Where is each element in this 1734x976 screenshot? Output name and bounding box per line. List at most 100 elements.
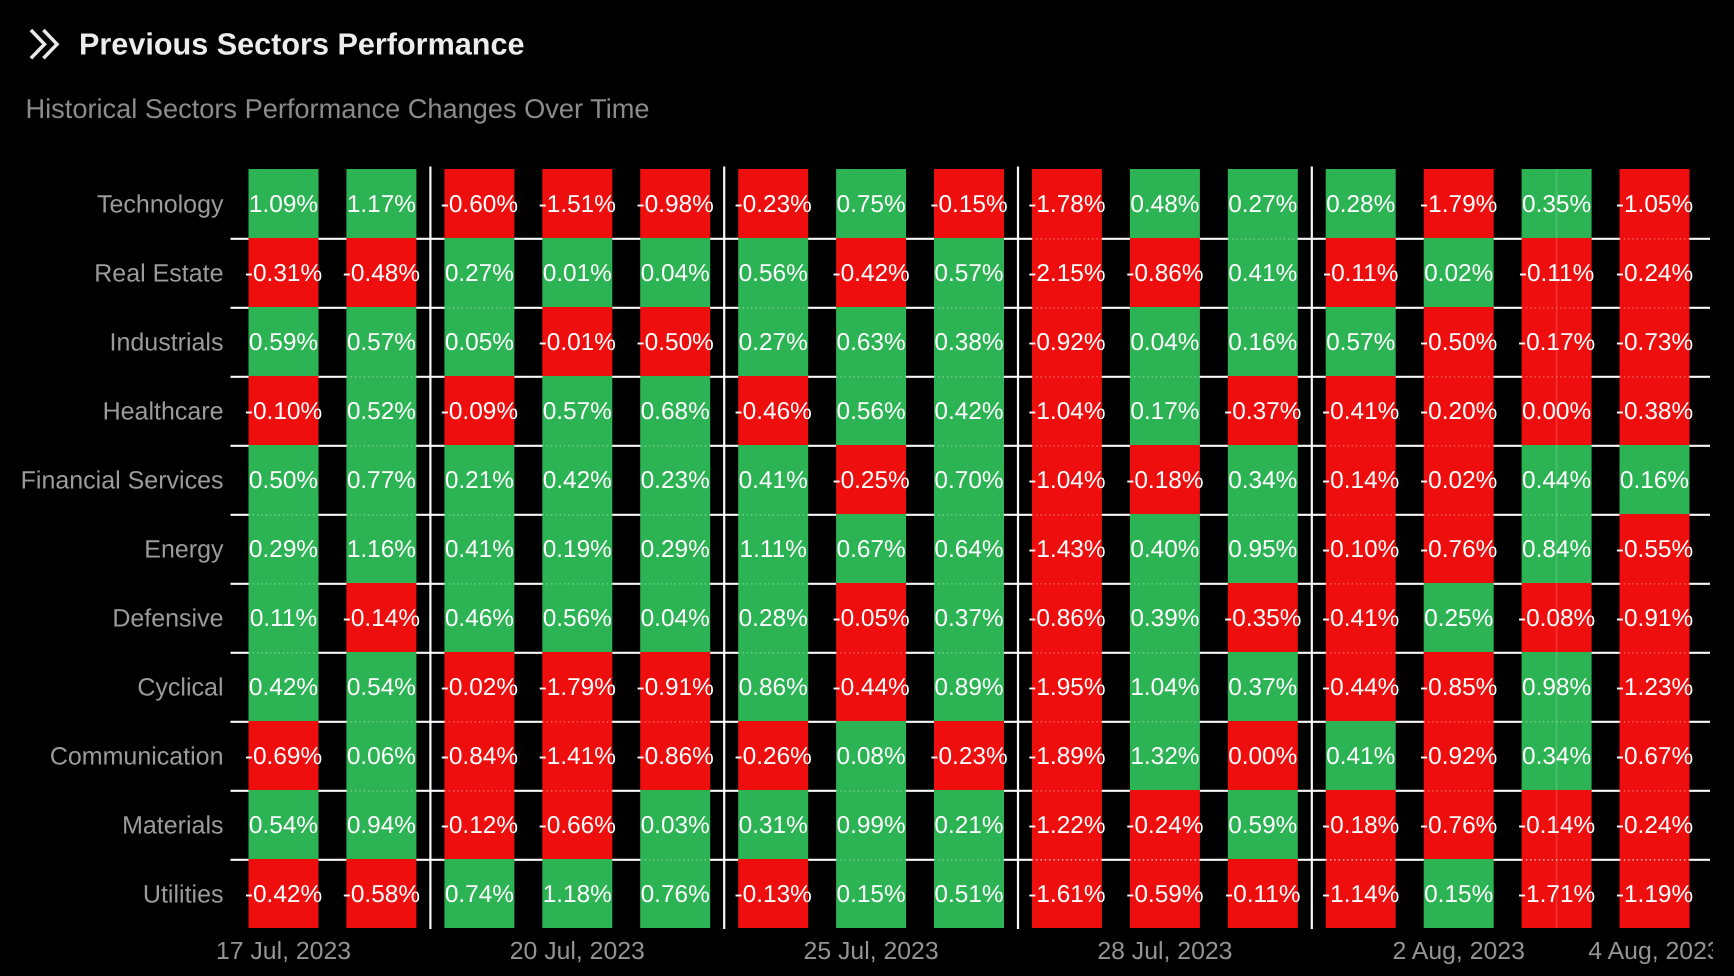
svg-text:0.31%: 0.31% [739, 812, 808, 839]
svg-text:-0.10%: -0.10% [1322, 536, 1399, 563]
svg-text:0.50%: 0.50% [249, 467, 318, 494]
svg-text:-0.35%: -0.35% [1224, 605, 1301, 632]
svg-text:Energy: Energy [144, 536, 224, 564]
svg-text:-0.17%: -0.17% [1518, 329, 1595, 356]
svg-text:-1.61%: -1.61% [1028, 881, 1105, 908]
svg-text:-0.98%: -0.98% [637, 191, 714, 218]
svg-text:0.98%: 0.98% [1522, 674, 1591, 701]
svg-text:Cyclical: Cyclical [137, 674, 223, 702]
svg-text:-0.10%: -0.10% [245, 398, 322, 425]
svg-text:-0.24%: -0.24% [1126, 812, 1203, 839]
svg-text:0.70%: 0.70% [934, 467, 1003, 494]
svg-text:-0.20%: -0.20% [1420, 398, 1497, 425]
svg-text:-0.24%: -0.24% [1616, 260, 1693, 287]
svg-text:0.15%: 0.15% [837, 881, 906, 908]
svg-text:-0.18%: -0.18% [1322, 812, 1399, 839]
svg-text:0.04%: 0.04% [641, 260, 710, 287]
svg-text:1.09%: 1.09% [249, 191, 318, 218]
svg-text:0.39%: 0.39% [1130, 605, 1199, 632]
svg-text:0.02%: 0.02% [1424, 260, 1493, 287]
svg-text:0.28%: 0.28% [1326, 191, 1395, 218]
svg-text:-0.12%: -0.12% [441, 812, 518, 839]
svg-text:1.16%: 1.16% [347, 536, 416, 563]
svg-text:Materials: Materials [122, 812, 223, 840]
svg-text:-0.41%: -0.41% [1322, 398, 1399, 425]
svg-text:0.68%: 0.68% [641, 398, 710, 425]
svg-text:0.00%: 0.00% [1228, 743, 1297, 770]
svg-text:0.57%: 0.57% [1326, 329, 1395, 356]
svg-text:0.46%: 0.46% [445, 605, 514, 632]
svg-text:-0.38%: -0.38% [1616, 398, 1693, 425]
svg-text:0.21%: 0.21% [934, 812, 1003, 839]
svg-text:4 Aug, 2023: 4 Aug, 2023 [1588, 938, 1720, 965]
svg-text:0.76%: 0.76% [641, 881, 710, 908]
svg-text:0.15%: 0.15% [1424, 881, 1493, 908]
svg-text:-0.85%: -0.85% [1420, 674, 1497, 701]
svg-text:-0.11%: -0.11% [1225, 881, 1300, 908]
svg-text:-0.73%: -0.73% [1616, 329, 1693, 356]
svg-text:-0.15%: -0.15% [930, 191, 1007, 218]
svg-text:0.51%: 0.51% [934, 881, 1003, 908]
svg-text:-0.23%: -0.23% [930, 743, 1007, 770]
svg-text:-0.86%: -0.86% [1028, 605, 1105, 632]
svg-text:0.89%: 0.89% [934, 674, 1003, 701]
svg-text:0.41%: 0.41% [739, 467, 808, 494]
svg-text:-0.46%: -0.46% [735, 398, 812, 425]
svg-text:-0.91%: -0.91% [637, 674, 714, 701]
svg-text:0.52%: 0.52% [347, 398, 416, 425]
svg-text:-0.76%: -0.76% [1420, 812, 1497, 839]
svg-text:0.29%: 0.29% [641, 536, 710, 563]
svg-text:-0.48%: -0.48% [343, 260, 420, 287]
svg-text:0.27%: 0.27% [1228, 191, 1297, 218]
svg-text:1.32%: 1.32% [1130, 743, 1199, 770]
svg-text:0.57%: 0.57% [543, 398, 612, 425]
svg-text:Industrials: Industrials [110, 329, 224, 357]
svg-text:-0.13%: -0.13% [735, 881, 812, 908]
svg-text:0.19%: 0.19% [543, 536, 612, 563]
svg-text:-0.44%: -0.44% [832, 674, 909, 701]
svg-text:Financial Services: Financial Services [21, 467, 224, 495]
svg-text:-0.44%: -0.44% [1322, 674, 1399, 701]
svg-text:0.23%: 0.23% [641, 467, 710, 494]
svg-text:-0.55%: -0.55% [1616, 536, 1693, 563]
svg-text:Previous Sectors Performance: Previous Sectors Performance [79, 28, 525, 62]
svg-text:-0.05%: -0.05% [832, 605, 909, 632]
svg-text:28 Jul, 2023: 28 Jul, 2023 [1097, 938, 1232, 965]
svg-text:0.56%: 0.56% [543, 605, 612, 632]
svg-text:-0.26%: -0.26% [735, 743, 812, 770]
svg-text:-0.14%: -0.14% [343, 605, 420, 632]
svg-text:0.17%: 0.17% [1130, 398, 1199, 425]
svg-text:-1.78%: -1.78% [1028, 191, 1105, 218]
svg-text:-1.22%: -1.22% [1028, 812, 1105, 839]
svg-text:0.04%: 0.04% [641, 605, 710, 632]
svg-text:-0.14%: -0.14% [1322, 467, 1399, 494]
svg-text:-1.79%: -1.79% [1420, 191, 1497, 218]
svg-text:0.27%: 0.27% [445, 260, 514, 287]
svg-text:-0.02%: -0.02% [441, 674, 518, 701]
svg-text:0.44%: 0.44% [1522, 467, 1591, 494]
svg-text:-1.79%: -1.79% [539, 674, 616, 701]
svg-text:0.34%: 0.34% [1522, 743, 1591, 770]
svg-text:-0.37%: -0.37% [1224, 398, 1301, 425]
svg-text:20 Jul, 2023: 20 Jul, 2023 [510, 938, 645, 965]
svg-text:0.27%: 0.27% [739, 329, 808, 356]
svg-text:0.67%: 0.67% [837, 536, 906, 563]
svg-text:-1.43%: -1.43% [1028, 536, 1105, 563]
svg-text:-0.08%: -0.08% [1518, 605, 1595, 632]
svg-text:-0.23%: -0.23% [735, 191, 812, 218]
svg-text:-1.71%: -1.71% [1518, 881, 1595, 908]
svg-text:-0.91%: -0.91% [1616, 605, 1693, 632]
svg-text:-0.14%: -0.14% [1518, 812, 1595, 839]
svg-text:-1.23%: -1.23% [1616, 674, 1693, 701]
svg-text:-0.25%: -0.25% [832, 467, 909, 494]
svg-text:-0.76%: -0.76% [1420, 536, 1497, 563]
svg-text:-1.04%: -1.04% [1028, 398, 1105, 425]
svg-text:-1.14%: -1.14% [1322, 881, 1399, 908]
svg-text:0.38%: 0.38% [934, 329, 1003, 356]
svg-text:-1.41%: -1.41% [539, 743, 616, 770]
svg-text:0.56%: 0.56% [837, 398, 906, 425]
svg-text:0.29%: 0.29% [249, 536, 318, 563]
svg-text:-0.60%: -0.60% [441, 191, 518, 218]
svg-text:25 Jul, 2023: 25 Jul, 2023 [804, 938, 939, 965]
svg-text:-1.05%: -1.05% [1616, 191, 1693, 218]
